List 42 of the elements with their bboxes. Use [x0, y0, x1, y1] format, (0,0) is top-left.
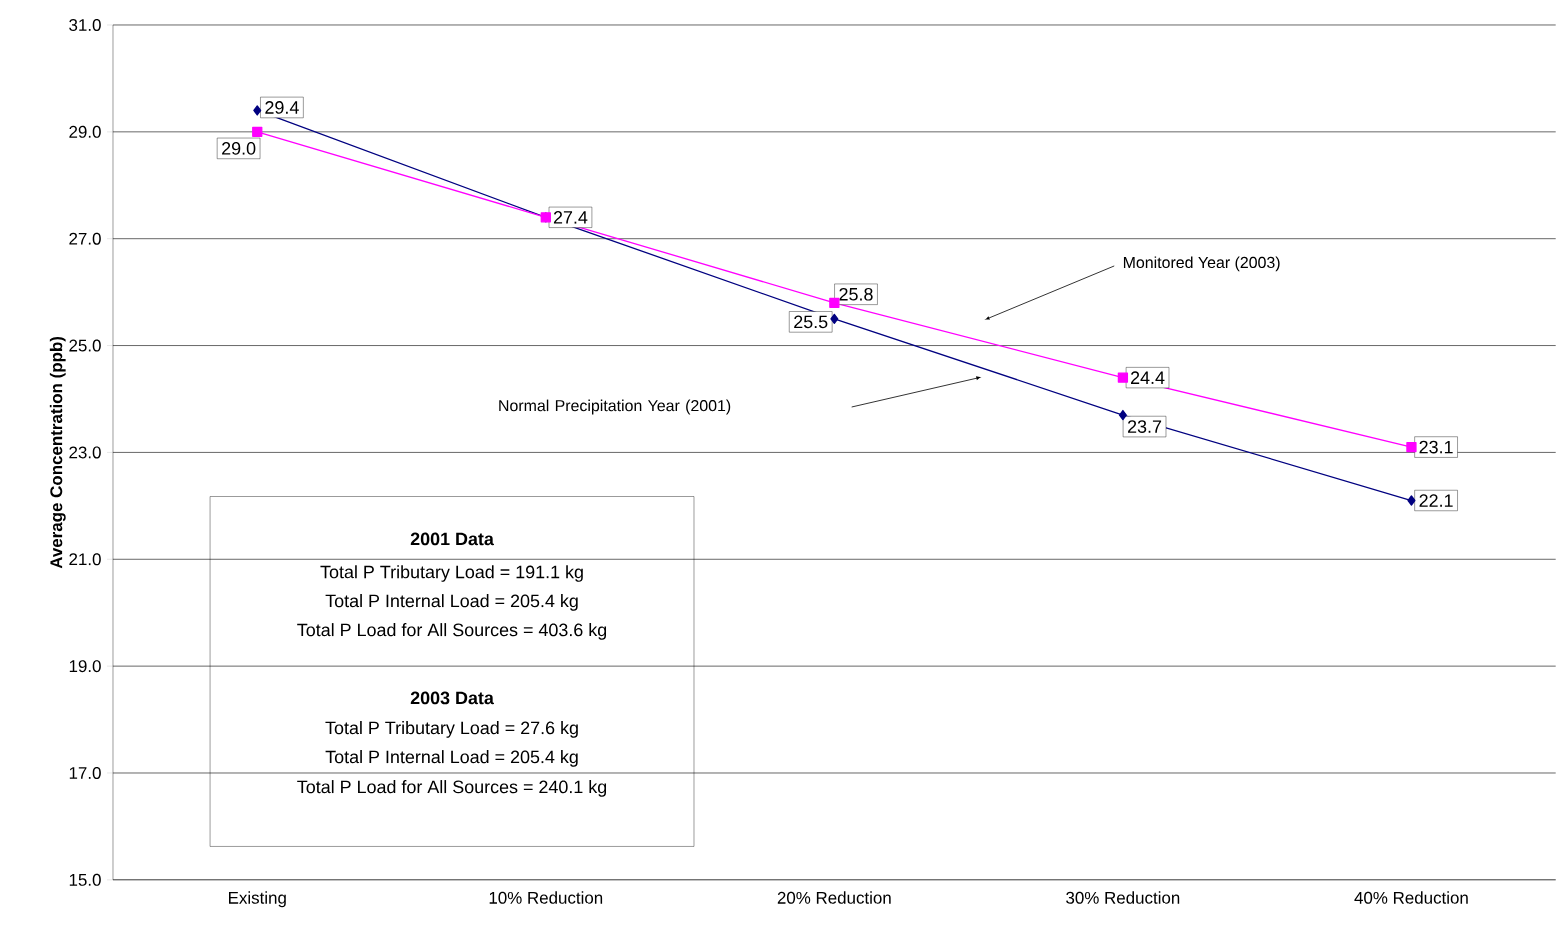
- y-tick-label: 19.0: [69, 660, 101, 673]
- point: [253, 105, 262, 116]
- data-label: 29.4: [265, 101, 299, 114]
- y-tick-label: 25.0: [69, 339, 101, 352]
- point: [830, 313, 839, 325]
- point: [829, 297, 840, 309]
- x-tick-label: 10% Reduction: [489, 891, 603, 904]
- annotation: 2001 Data: [410, 532, 494, 546]
- data-label: 25.8: [839, 287, 873, 301]
- y-tick-label: 23.0: [69, 446, 101, 459]
- annotation: Total P Tributary Load = 27.6 kg: [325, 721, 578, 738]
- data-label: 22.1: [1419, 494, 1453, 507]
- point: [252, 126, 263, 138]
- y-tick-label: 29.0: [69, 125, 101, 138]
- data-label: 23.1: [1419, 440, 1453, 454]
- annotation: Total P Load for All Sources = 240.1 kg: [297, 780, 607, 797]
- point: [1406, 442, 1417, 453]
- y-tick-label: 15.0: [69, 873, 101, 886]
- annotation: 2003 Data: [410, 691, 494, 705]
- x-tick-label: 20% Reduction: [777, 891, 891, 904]
- y-tick-label: 31.0: [69, 19, 101, 32]
- y-tick-label: 17.0: [69, 767, 101, 780]
- y-tick-label: 21.0: [69, 553, 101, 566]
- point: [1117, 372, 1129, 383]
- annotation: Total P Load for All Sources = 403.6 kg: [297, 623, 607, 640]
- annotation: Normal Precipitation Year (2001): [499, 399, 731, 415]
- annotation: Total P Internal Load = 205.4 kg: [325, 594, 578, 611]
- annotation: Total P Tributary Load = 191.1 kg: [320, 565, 583, 582]
- x-tick-label: 30% Reduction: [1066, 891, 1180, 904]
- data-label: 25.5: [794, 315, 828, 329]
- y-axis-title: Average Concentration (ppb): [49, 337, 66, 569]
- data-label: 23.7: [1128, 420, 1162, 433]
- x-tick-label: Existing: [229, 891, 286, 908]
- point: [1407, 495, 1416, 506]
- data-label: 27.4: [553, 211, 588, 224]
- data-label: 24.4: [1131, 371, 1165, 384]
- point: [1118, 409, 1127, 421]
- annotation: Monitored Year (2003): [1123, 256, 1280, 272]
- annotation: Total P Internal Load = 205.4 kg: [325, 750, 578, 767]
- y-tick-label: 27.0: [69, 232, 101, 245]
- data-label: 29.0: [222, 142, 256, 155]
- x-tick-label: 40% Reduction: [1354, 891, 1468, 904]
